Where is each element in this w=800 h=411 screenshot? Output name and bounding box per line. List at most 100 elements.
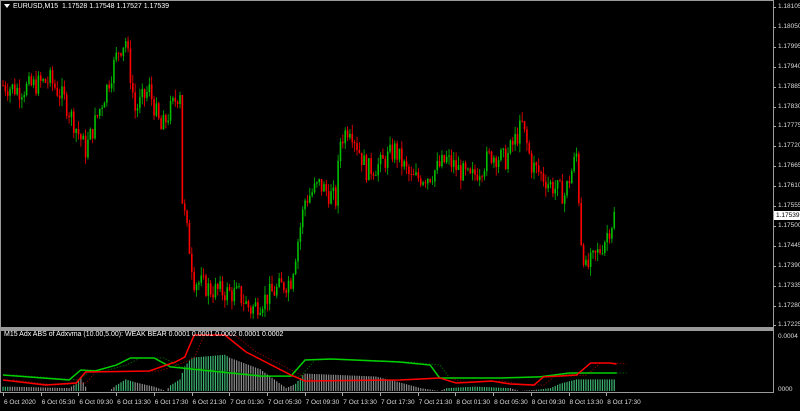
candle [134,83,136,119]
time-tick [455,393,457,396]
time-label: 7 Oct 05:30 [267,399,302,406]
candle [259,307,262,316]
candle [594,250,597,261]
price-label: 1.17500 [778,221,800,229]
candle [23,91,26,103]
candle [412,168,415,176]
candle [193,267,195,293]
candle [44,78,47,84]
candle [339,138,342,169]
candle [389,136,391,154]
price-label: 1.17445 [778,241,800,249]
candle [146,86,148,102]
candle [273,285,276,297]
candle [481,174,483,183]
candle [32,76,35,89]
price-label: 1.17885 [778,82,800,90]
candle [290,277,292,290]
candle [365,153,368,183]
candle [360,152,363,172]
candle [342,134,344,149]
candle [143,88,146,107]
candle [542,166,545,187]
candle [356,136,358,156]
candle [98,108,101,119]
candle [349,129,351,140]
candle [535,161,538,174]
candle [21,93,23,109]
candle [330,184,332,205]
price-label: 1.17665 [778,162,800,170]
candle [2,80,4,87]
price-label: 1.17225 [778,321,800,329]
time-label: 8 Oct 05:30 [494,399,528,406]
candle [101,104,103,117]
candle [157,101,160,120]
candle [261,306,264,317]
candle [419,175,422,188]
time-label: 6 Oct 17:30 [154,399,189,406]
time-label: 7 Oct 09:30 [305,399,340,406]
time-tick [266,393,268,396]
candle [306,195,309,207]
candle [596,242,599,261]
candle [169,95,172,125]
candle [73,108,75,139]
time-label: 6 Oct 05:30 [41,399,76,406]
candle [139,88,141,114]
candle [403,159,405,170]
candle [509,139,512,155]
candle [327,184,330,208]
candle [301,206,304,235]
candle [377,157,380,182]
window-separator[interactable] [0,327,774,330]
candle [183,199,186,216]
candle [462,160,464,181]
candle [398,148,401,163]
price-label: 1.17390 [778,261,800,269]
time-tick [568,393,570,396]
candle [561,173,564,204]
candle [268,276,271,311]
candle [578,151,580,207]
candle [533,155,535,180]
candle [547,176,549,193]
candle [545,174,547,197]
time-tick [153,393,155,396]
indicator-title: M15 Adx ABS of Adxvma (10.00,5.00): WEAK… [4,331,284,338]
price-tick [773,106,776,108]
candle [570,168,573,184]
candle [108,80,110,93]
candle [566,180,568,199]
time-tick [493,393,495,396]
candle [504,144,507,171]
time-label: 6 Oct 13:30 [117,399,151,406]
time-tick [417,393,419,396]
candle [523,120,526,133]
candle [16,83,18,96]
candle [80,133,82,147]
candle [313,177,316,195]
candle [436,152,439,174]
candle [195,282,198,297]
time-tick [380,393,381,396]
candle [424,179,427,188]
collapse-triangle-icon[interactable] [4,4,10,9]
candle [106,83,108,107]
price-tick [773,245,776,247]
candle [188,219,191,255]
candle [386,146,389,175]
price-label: 1.17555 [778,202,800,209]
candle [254,297,257,307]
candle [488,148,490,155]
candle [476,168,479,182]
candle [549,179,552,189]
price-label: 1.17830 [778,102,800,110]
candle [54,79,56,91]
price-label: 1.17995 [778,42,800,50]
candle [287,275,290,302]
price-label: 1.18050 [778,22,800,30]
candle [490,150,493,165]
candle [224,291,226,308]
